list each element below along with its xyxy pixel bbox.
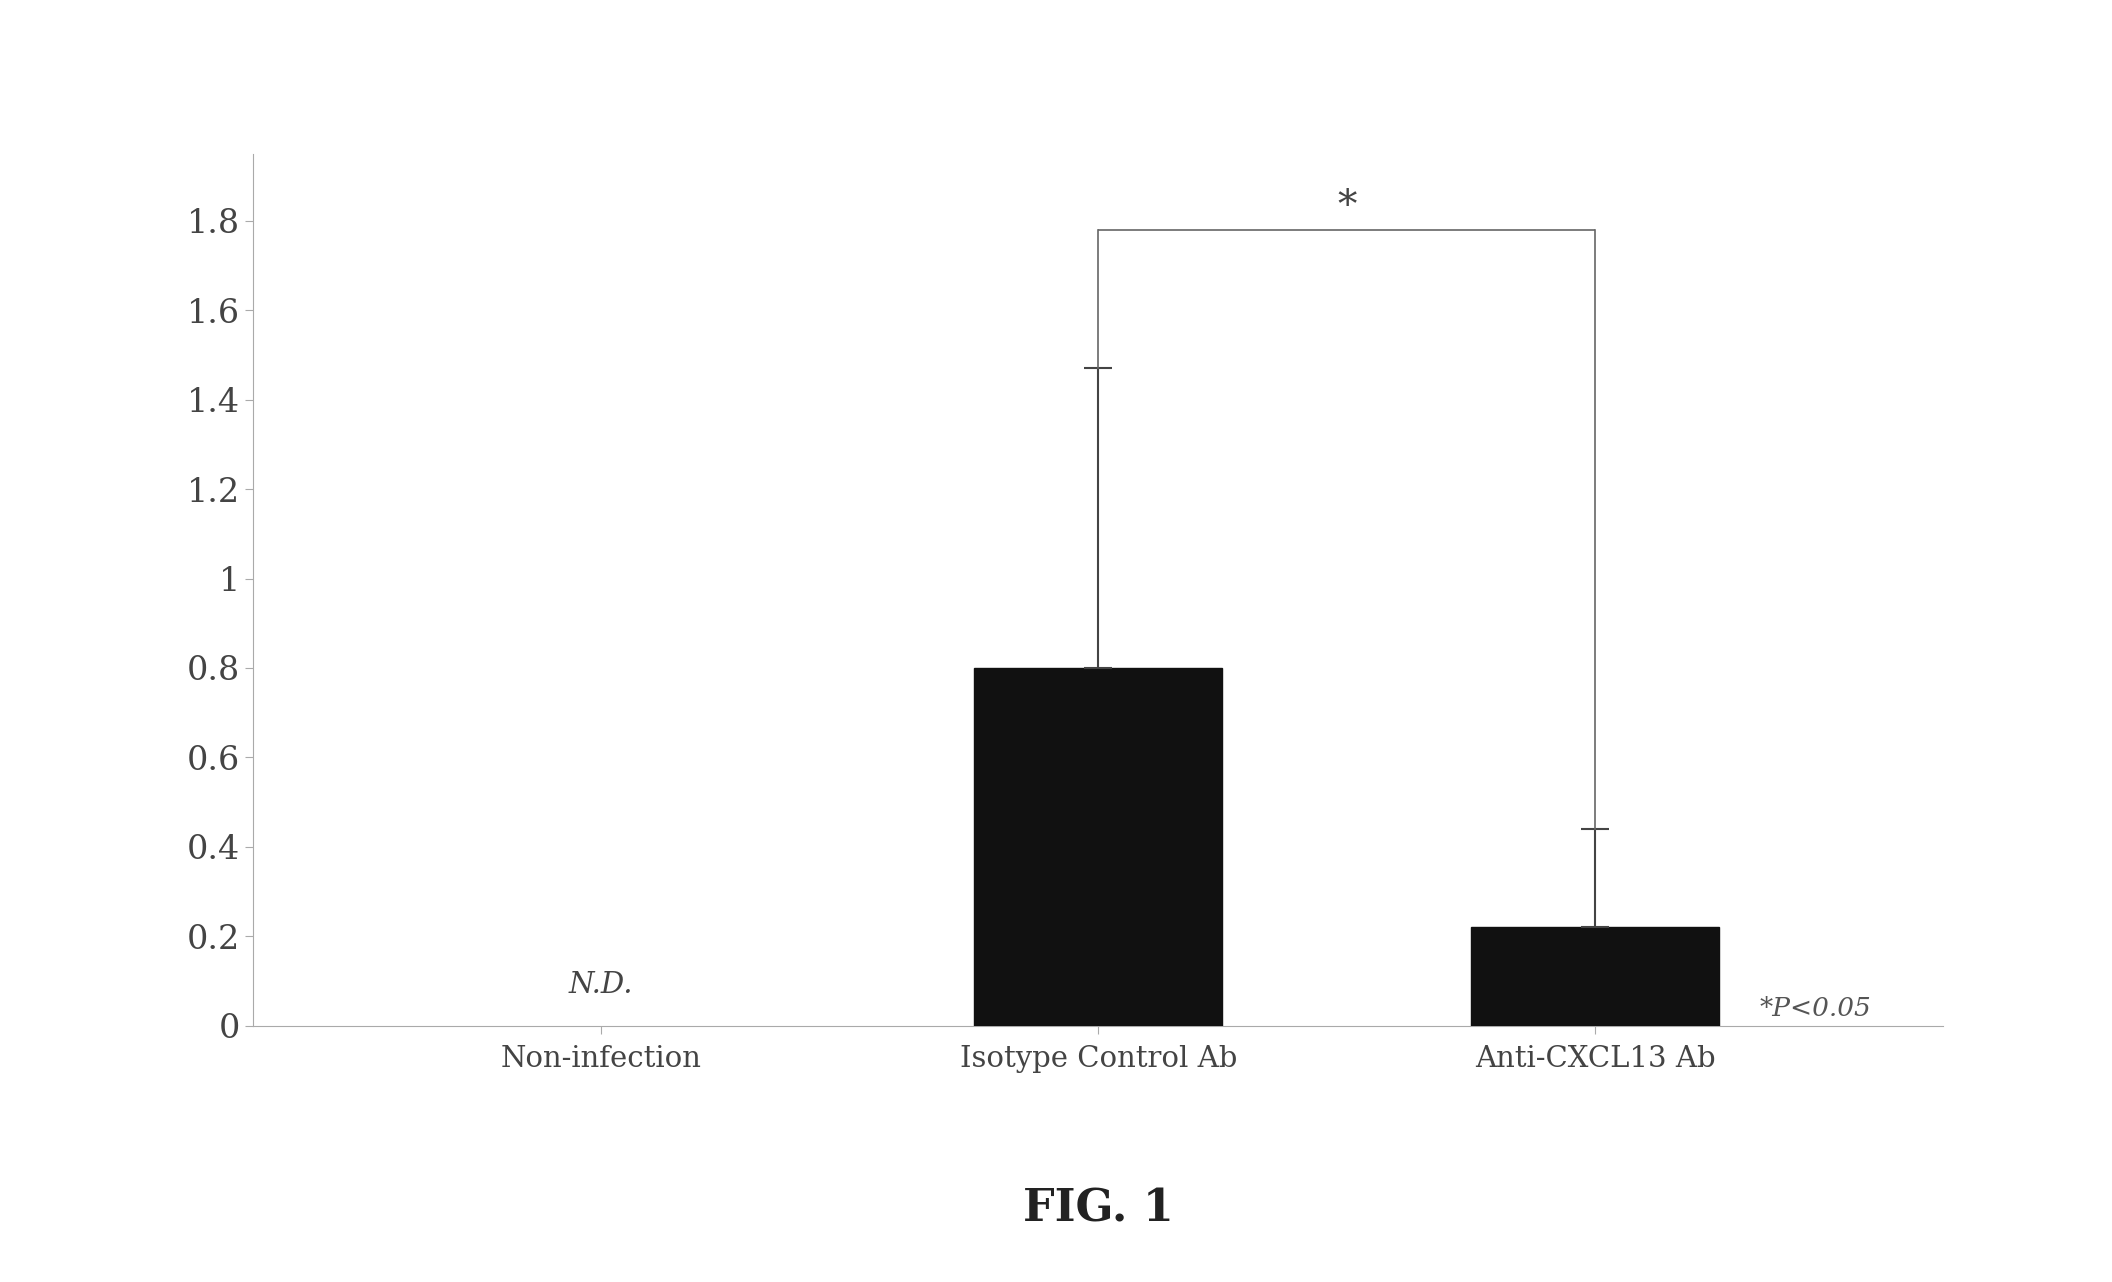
Text: FIG. 1: FIG. 1 xyxy=(1022,1187,1174,1231)
Text: N.D.: N.D. xyxy=(568,970,634,999)
Bar xyxy=(974,668,1223,1026)
Text: *P<0.05: *P<0.05 xyxy=(1759,996,1871,1022)
Bar xyxy=(1470,927,1719,1026)
Text: *: * xyxy=(1337,188,1356,226)
